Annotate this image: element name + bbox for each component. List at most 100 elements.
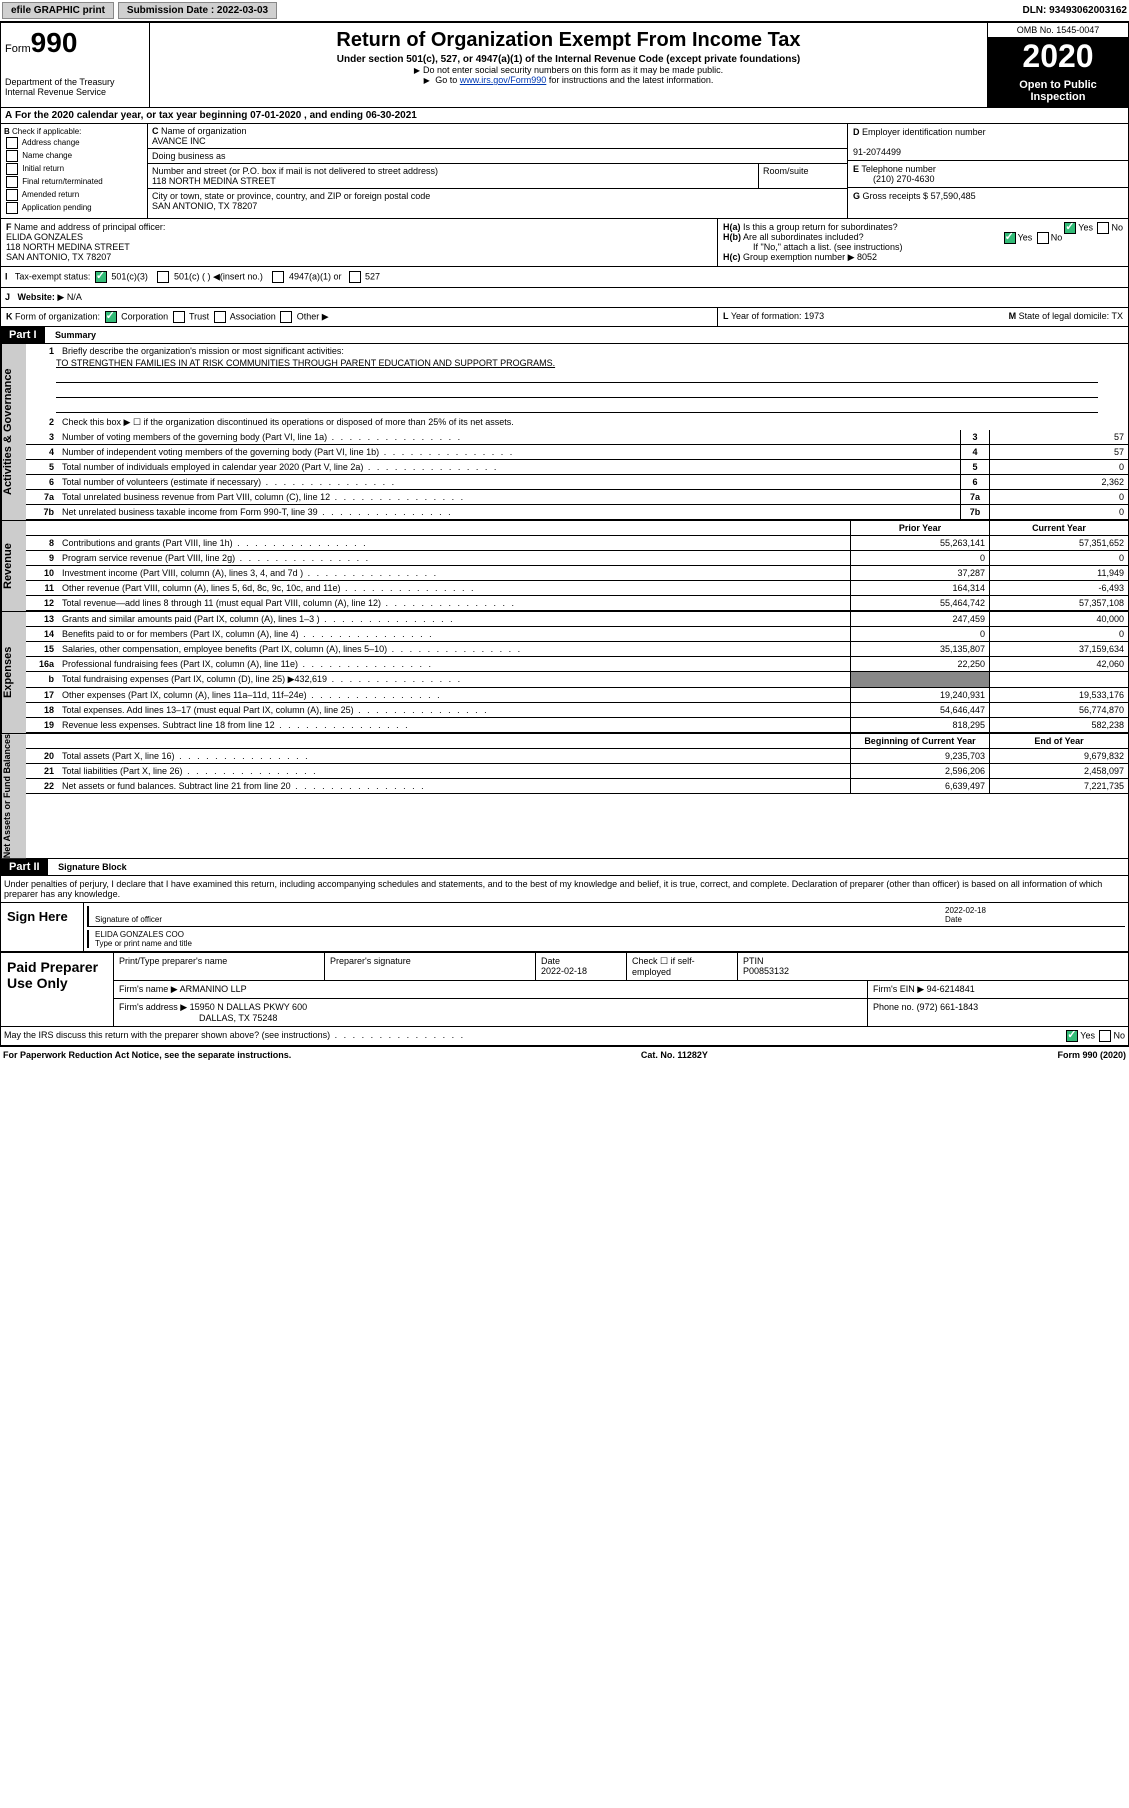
website-lbl: Website: [18, 292, 55, 302]
sig-date: 2022-02-18 [945, 906, 986, 915]
ha-text: Is this a group return for subordinates? [743, 222, 898, 232]
m-lbl: State of legal domicile: [1019, 311, 1110, 321]
hc-val: 8052 [857, 252, 877, 262]
chk-final-return[interactable]: Final return/terminated [4, 176, 144, 188]
form-header: Form990 Department of the Treasury Inter… [0, 22, 1129, 108]
chk-app-pending[interactable]: Application pending [4, 202, 144, 214]
opt-other: Other [297, 311, 320, 321]
note2-post: for instructions and the latest informat… [546, 75, 713, 85]
chk-initial-return[interactable]: Initial return [4, 163, 144, 175]
h-note: If "No," attach a list. (see instruction… [753, 242, 902, 252]
ein-lbl: Employer identification number [862, 127, 986, 137]
side-rev: Revenue [1, 521, 26, 611]
chk-address-change[interactable]: Address change [4, 137, 144, 149]
sign-block: Sign Here Signature of officer 2022-02-1… [0, 903, 1129, 953]
section-deg: D Employer identification number91-20744… [847, 124, 1128, 218]
row-fh: F Name and address of principal officer:… [0, 219, 1129, 267]
sig-officer-lbl: Signature of officer [95, 915, 162, 924]
year-formation: 1973 [804, 311, 824, 321]
section-lm: L Year of formation: 1973 M State of leg… [718, 308, 1128, 326]
k-lbl: Form of organization: [15, 311, 100, 321]
addr-lbl: Firm's address [119, 1002, 178, 1012]
note-ssn: Do not enter social security numbers on … [154, 65, 983, 75]
ein-lbl2: Firm's EIN [873, 984, 915, 994]
col-prior: Prior Year [850, 521, 989, 535]
opt-insert: (insert no.) [220, 271, 263, 281]
ha-no[interactable] [1097, 222, 1109, 234]
discuss-text: May the IRS discuss this return with the… [4, 1030, 465, 1042]
sign-here: Sign Here [1, 903, 84, 951]
tax-year: 2020 [988, 38, 1128, 75]
chk-other[interactable] [280, 311, 292, 323]
l-lbl: Year of formation: [731, 311, 802, 321]
prep-label: Paid Preparer Use Only [1, 953, 114, 1026]
opt-corp: Corporation [121, 311, 168, 321]
section-b: B Check if applicable: Address change Na… [1, 124, 148, 218]
declaration: Under penalties of perjury, I declare th… [0, 876, 1129, 903]
gross-lbl: Gross receipts $ [863, 191, 929, 201]
chk-name-change[interactable]: Name change [4, 150, 144, 162]
header-left: Form990 Department of the Treasury Inter… [1, 23, 150, 107]
omb-number: OMB No. 1545-0047 [988, 23, 1128, 38]
opt-527: 527 [365, 271, 380, 281]
city: SAN ANTONIO, TX 78207 [152, 201, 257, 211]
discuss-row: May the IRS discuss this return with the… [0, 1027, 1129, 1046]
officer-lbl: Name and address of principal officer: [14, 222, 165, 232]
chk-amended[interactable]: Amended return [4, 189, 144, 201]
chk-501c[interactable] [157, 271, 169, 283]
chk-assoc[interactable] [214, 311, 226, 323]
part1-sub: Summary [55, 330, 96, 340]
col-beg: Beginning of Current Year [850, 734, 989, 748]
sig-name-lbl: Type or print name and title [95, 939, 192, 948]
phone-lbl2: Phone no. [873, 1002, 914, 1012]
part1-rev: Revenue Prior YearCurrent Year 8Contribu… [0, 521, 1129, 612]
chk-corp[interactable] [105, 311, 117, 323]
footer-cat: Cat. No. 11282Y [641, 1050, 708, 1060]
ha-yes[interactable] [1064, 222, 1076, 234]
chk-527[interactable] [349, 271, 361, 283]
org-name: AVANCE INC [152, 136, 206, 146]
row-klm: K Form of organization: Corporation Trus… [0, 308, 1129, 327]
b-label: Check if applicable: [12, 127, 81, 136]
section-k: K Form of organization: Corporation Trus… [1, 308, 718, 326]
dept-treasury: Department of the Treasury Internal Reve… [5, 77, 145, 97]
hb-no[interactable] [1037, 232, 1049, 244]
prep-h1: Print/Type preparer's name [114, 953, 325, 980]
opt-assoc: Association [230, 311, 276, 321]
firm-addr: 15950 N DALLAS PKWY 600 [190, 1002, 307, 1012]
side-ag: Activities & Governance [1, 344, 26, 520]
col-end: End of Year [989, 734, 1128, 748]
prep-h3: Date [541, 956, 560, 966]
hb-yes[interactable] [1004, 232, 1016, 244]
irs-link[interactable]: www.irs.gov/Form990 [460, 75, 547, 85]
chk-4947[interactable] [272, 271, 284, 283]
mission: TO STRENGTHEN FAMILIES IN AT RISK COMMUN… [56, 358, 555, 368]
firm-addr2: DALLAS, TX 75248 [199, 1013, 277, 1023]
officer-addr: 118 NORTH MEDINA STREET SAN ANTONIO, TX … [6, 242, 130, 262]
chk-501c3[interactable] [95, 271, 107, 283]
ptin: P00853132 [743, 966, 789, 976]
footer-form: Form 990 (2020) [1057, 1050, 1126, 1060]
section-h: H(a) Is this a group return for subordin… [718, 219, 1128, 266]
header-mid: Return of Organization Exempt From Incom… [150, 23, 987, 107]
hc-lbl: Group exemption number [743, 252, 845, 262]
opt-trust: Trust [189, 311, 209, 321]
q1: Briefly describe the organization's miss… [58, 344, 1128, 358]
room-lbl: Room/suite [759, 164, 847, 188]
efile-button[interactable]: efile GRAPHIC print [2, 2, 114, 19]
discuss-yes[interactable] [1066, 1030, 1078, 1042]
discuss-no[interactable] [1099, 1030, 1111, 1042]
tax-year-range: For the 2020 calendar year, or tax year … [15, 110, 417, 121]
prep-date: 2022-02-18 [541, 966, 587, 976]
part1-ag: Activities & Governance 1Briefly describ… [0, 344, 1129, 521]
phone-lbl: Telephone number [861, 164, 936, 174]
form-number: 990 [31, 27, 78, 58]
opt-501c3: 501(c)(3) [111, 271, 148, 281]
part1-header: Part I Summary [0, 327, 1129, 344]
dba-label: Doing business as [148, 149, 847, 164]
section-i: I Tax-exempt status: 501(c)(3) 501(c) ( … [0, 267, 1129, 288]
header-right: OMB No. 1545-0047 2020 Open to Public In… [987, 23, 1128, 107]
chk-trust[interactable] [173, 311, 185, 323]
part1-na: Net Assets or Fund Balances Beginning of… [0, 734, 1129, 859]
prep-h4: Check ☐ if self-employed [627, 953, 738, 980]
